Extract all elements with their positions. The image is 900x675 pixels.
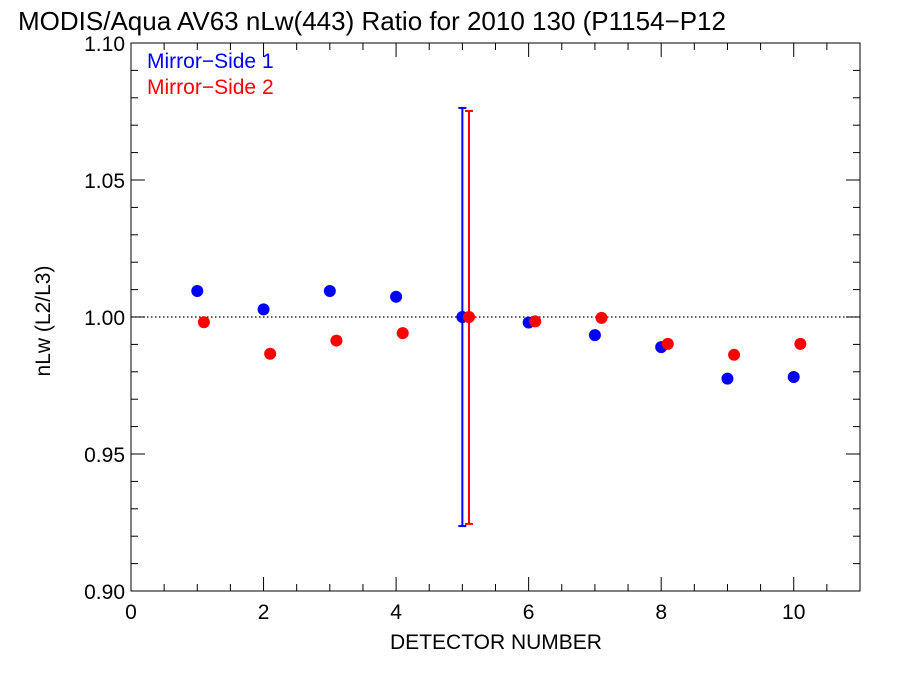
x-tick-label: 4 xyxy=(390,601,402,624)
data-point-series-2 xyxy=(264,347,277,360)
legend: Mirror−Side 1 Mirror−Side 2 xyxy=(147,50,274,99)
data-point-series-1 xyxy=(721,372,734,385)
x-tick-label: 6 xyxy=(523,601,535,624)
y-tick-label: 1.05 xyxy=(84,170,125,193)
data-point-series-2 xyxy=(396,327,409,340)
x-tick-label: 2 xyxy=(258,601,270,624)
data-point-series-2 xyxy=(661,337,674,350)
y-tick-label: 0.95 xyxy=(84,444,125,467)
x-tick-label: 8 xyxy=(655,601,667,624)
y-tick-label: 1.00 xyxy=(84,307,125,330)
data-point-series-1 xyxy=(787,371,800,384)
x-tick-label: 0 xyxy=(125,601,137,624)
legend-label-series-1: Mirror−Side 1 xyxy=(147,50,274,73)
x-tick-label: 10 xyxy=(782,601,805,624)
data-point-series-1 xyxy=(390,290,403,303)
data-point-series-2 xyxy=(330,334,343,347)
data-point-series-2 xyxy=(728,348,741,361)
data-point-series-1 xyxy=(257,303,270,316)
data-point-series-2 xyxy=(462,311,475,323)
data-point-series-1 xyxy=(323,284,336,297)
y-tick-label: 1.10 xyxy=(84,33,125,56)
data-point-series-2 xyxy=(197,316,210,329)
plot-area: 0 2 4 6 8 10 0.90 0.95 1.00 1.05 1.10 xyxy=(84,33,861,624)
y-tick-label: 0.90 xyxy=(84,581,125,604)
data-point-series-2 xyxy=(794,337,807,350)
chart-title: MODIS/Aqua AV63 nLw(443) Ratio for 2010 … xyxy=(18,6,726,36)
data-point-series-2 xyxy=(595,311,608,324)
data-point-series-1 xyxy=(191,284,204,297)
data-point-series-2 xyxy=(529,315,542,328)
legend-label-series-2: Mirror−Side 2 xyxy=(147,76,274,99)
x-axis-label: DETECTOR NUMBER xyxy=(390,631,602,654)
data-point-series-1 xyxy=(588,329,601,342)
y-axis-label: nLw (L2/L3) xyxy=(32,266,55,377)
